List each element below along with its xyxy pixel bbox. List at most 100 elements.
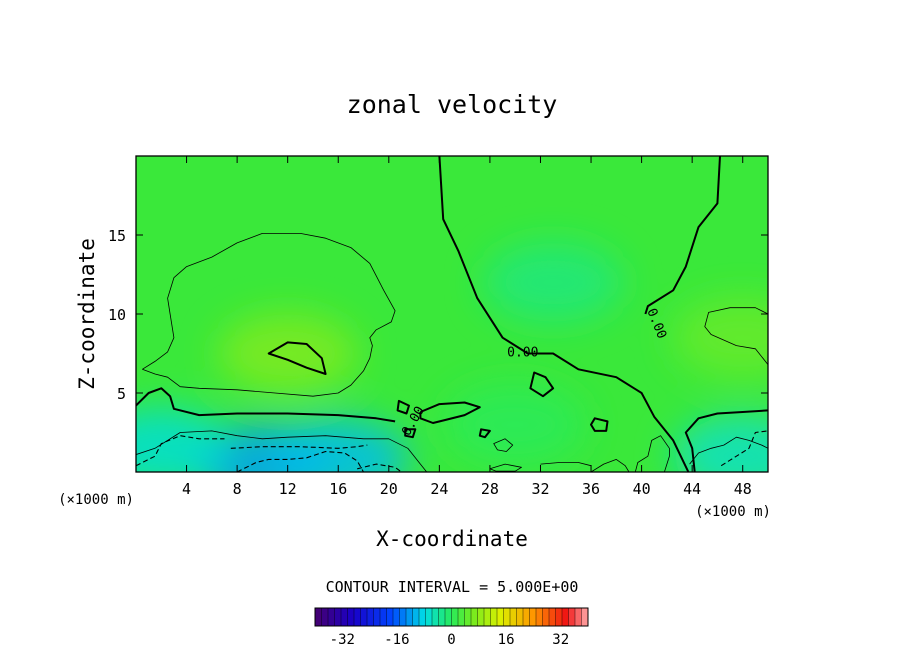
field-anomaly-1	[672, 297, 768, 378]
field-anomaly-5	[672, 416, 768, 472]
colorbar-segment-12	[392, 607, 401, 627]
contour-line-19	[540, 462, 592, 467]
colorbar-segment-31	[516, 607, 524, 627]
colorbar-segment-6	[353, 607, 362, 627]
x-tick-label-1: 8	[233, 480, 242, 498]
contour-line-5	[529, 371, 555, 398]
colorbar-segment-26	[483, 607, 492, 627]
y-axis-unit: (×1000 m)	[695, 504, 771, 520]
colorbar-segment-10	[379, 607, 388, 627]
field-anomaly-6	[483, 242, 624, 323]
x-tick-label-9: 40	[633, 480, 651, 498]
field-anomaly-7	[445, 384, 586, 465]
colorbar-segment-34	[535, 607, 544, 627]
colorbar-frame	[314, 607, 589, 627]
colorbar-segment-38	[561, 607, 570, 627]
contour-line-17	[493, 438, 514, 452]
colorbar-segment-1	[321, 607, 329, 627]
contour-line-12	[704, 307, 768, 365]
contour-line-8	[419, 401, 481, 424]
colorbar-segment-39	[568, 607, 576, 627]
colorbar-segment-30	[509, 607, 518, 627]
colorbar-segment-41	[581, 607, 589, 627]
x-axis-title: X-coordinate	[376, 527, 528, 551]
y-tick-label-0: 5	[117, 385, 126, 403]
colorbar-tick-label-3: 16	[498, 632, 515, 648]
colorbar-segment-23	[464, 607, 472, 627]
colorbar-segment-0	[314, 607, 323, 627]
colorbar-segment-18	[431, 607, 440, 627]
y-tick-label-1: 10	[108, 306, 126, 324]
colorbar-segment-3	[334, 607, 342, 627]
colorbar-segment-40	[574, 607, 583, 627]
colorbar-segment-36	[548, 607, 557, 627]
x-tick-label-5: 24	[430, 480, 448, 498]
x-tick-label-8: 36	[582, 480, 600, 498]
contour-line-13	[634, 435, 670, 472]
colorbar-segment-11	[386, 607, 394, 627]
y-tick-label-2: 15	[108, 227, 126, 245]
contour-line-0	[438, 156, 690, 472]
contour-interval-label: CONTOUR INTERVAL = 5.000E+00	[326, 578, 579, 596]
x-tick-label-4: 20	[380, 480, 398, 498]
colorbar-segment-25	[477, 607, 485, 627]
contour-line-20	[136, 435, 225, 467]
chart-title: zonal velocity	[347, 90, 558, 119]
x-axis: 4 8 12 16 20 24 28 32 36 40 44 48	[182, 156, 752, 498]
x-tick-label-11: 48	[734, 480, 752, 498]
contour-line-18	[689, 436, 768, 465]
contour-line-3	[684, 409, 768, 472]
colorbar-segment-29	[503, 607, 511, 627]
colorbar-segment-17	[425, 607, 433, 627]
colorbar-ticks: -32 -16 0 16 32	[330, 632, 569, 648]
colorbar-segment-7	[360, 607, 368, 627]
contour-line-22	[236, 450, 364, 472]
contour-line-15	[590, 459, 630, 472]
contour-line-4	[267, 341, 327, 375]
colorbar-segment-22	[457, 607, 466, 627]
contour-line-9	[404, 428, 417, 439]
contour-line-16	[489, 463, 522, 472]
colorbar-segment-32	[522, 607, 531, 627]
contour-line-11	[142, 233, 396, 397]
x-tick-label-10: 44	[683, 480, 701, 498]
colorbar-tick-label-4: 32	[552, 632, 569, 648]
colorbar-segment-13	[399, 607, 407, 627]
colorbar-segment-2	[327, 607, 336, 627]
colorbar-segment-19	[438, 607, 446, 627]
colorbar-segment-37	[555, 607, 563, 627]
colorbar-tick-label-2: 0	[447, 632, 455, 648]
contour-line-6	[590, 417, 609, 432]
contour-line-14	[136, 430, 428, 472]
x-axis-unit: (×1000 m)	[58, 492, 134, 508]
colorbar-segment-28	[496, 607, 505, 627]
contour-line-1	[644, 156, 721, 315]
field-anomaly-4	[136, 408, 232, 472]
contour-line-7	[396, 399, 410, 415]
contour-label-0: 0.00	[507, 346, 538, 361]
y-axis-title: Z-coordinate	[75, 238, 99, 390]
colorbar-segment-4	[340, 607, 349, 627]
x-tick-label-0: 4	[182, 480, 191, 498]
colorbar-segment-21	[451, 607, 459, 627]
x-tick-label-7: 32	[531, 480, 549, 498]
contour-line-2	[136, 387, 396, 423]
colorbar-segment-33	[529, 607, 537, 627]
colorbar-segment-27	[490, 607, 498, 627]
x-tick-label-3: 16	[329, 480, 347, 498]
colorbar-segment-9	[373, 607, 381, 627]
colorbar-segment-16	[418, 607, 427, 627]
x-tick-label-2: 12	[279, 480, 297, 498]
contour-line-10	[478, 428, 491, 439]
contour-line-21	[230, 444, 368, 449]
colorbar-segment-14	[405, 607, 414, 627]
contour-lines	[136, 156, 768, 472]
colorbar-segment-5	[347, 607, 355, 627]
colorbar-segment-35	[542, 607, 550, 627]
colorbar-segment-20	[444, 607, 453, 627]
field-anomaly-0	[217, 313, 358, 394]
colorbar-tick-label-1: -16	[384, 632, 409, 648]
colorbar-tick-label-0: -32	[330, 632, 355, 648]
field-anomaly-3	[268, 419, 409, 472]
